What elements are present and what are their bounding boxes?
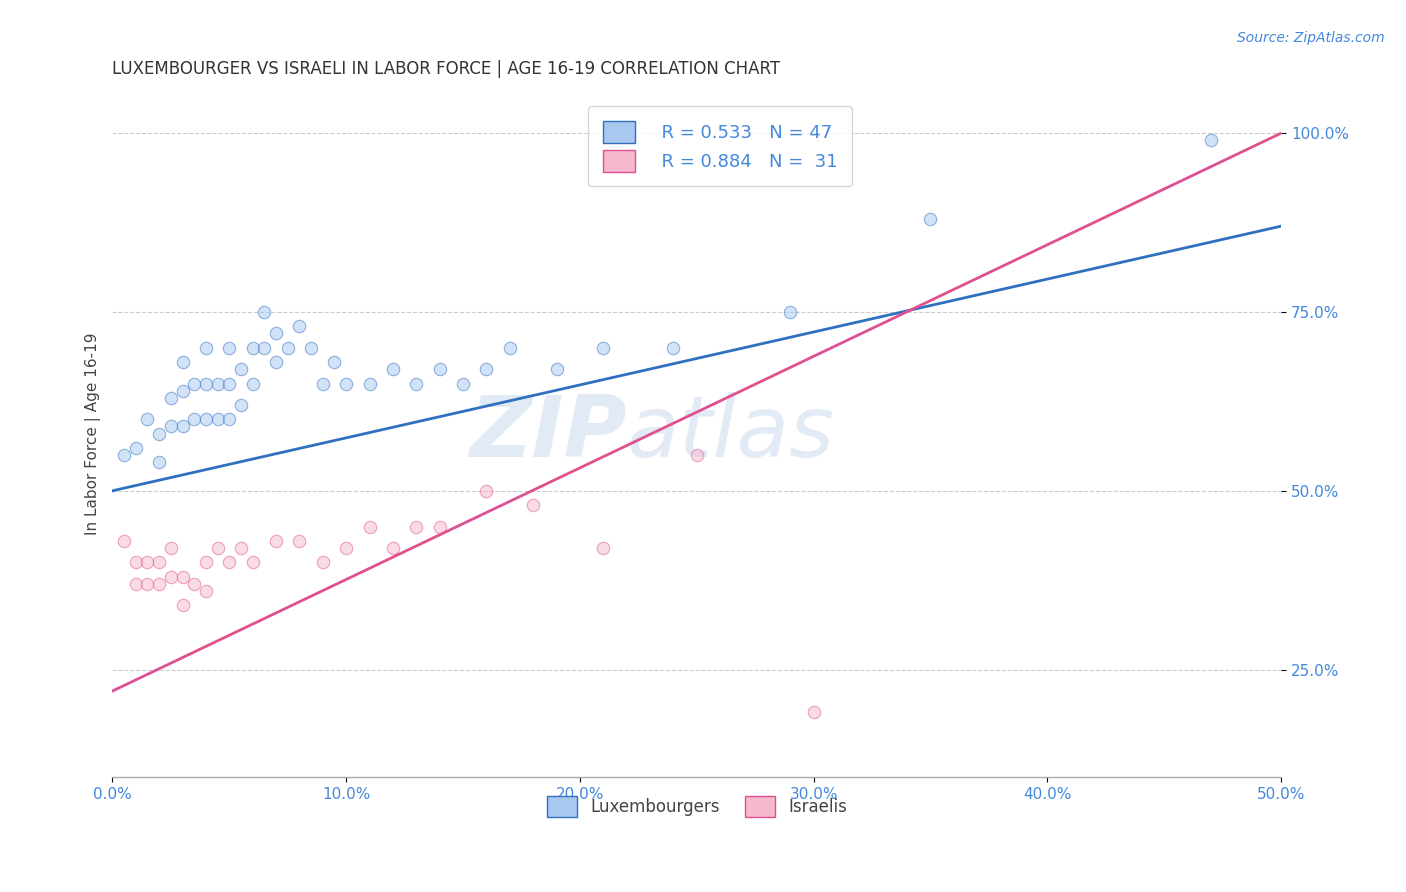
- Point: [312, 376, 335, 391]
- Point: [148, 455, 170, 469]
- Point: [253, 305, 276, 319]
- Point: [218, 555, 240, 569]
- Point: [172, 355, 194, 369]
- Point: [148, 555, 170, 569]
- Point: [335, 541, 357, 555]
- Point: [429, 362, 451, 376]
- Point: [172, 384, 194, 398]
- Point: [148, 426, 170, 441]
- Point: [359, 376, 381, 391]
- Point: [160, 569, 183, 583]
- Point: [253, 341, 276, 355]
- Point: [686, 448, 709, 462]
- Point: [218, 412, 240, 426]
- Point: [779, 305, 801, 319]
- Point: [125, 555, 148, 569]
- Point: [194, 376, 217, 391]
- Point: [499, 341, 522, 355]
- Point: [136, 412, 159, 426]
- Point: [429, 519, 451, 533]
- Point: [264, 533, 287, 548]
- Point: [803, 706, 825, 720]
- Point: [112, 533, 135, 548]
- Point: [264, 326, 287, 341]
- Point: [229, 541, 252, 555]
- Point: [229, 362, 252, 376]
- Point: [218, 376, 240, 391]
- Point: [218, 341, 240, 355]
- Point: [405, 519, 427, 533]
- Point: [172, 419, 194, 434]
- Point: [451, 376, 474, 391]
- Point: [1199, 133, 1222, 147]
- Point: [172, 598, 194, 612]
- Point: [920, 212, 942, 227]
- Text: ZIP: ZIP: [470, 392, 627, 475]
- Point: [160, 419, 183, 434]
- Point: [381, 362, 404, 376]
- Point: [522, 498, 544, 512]
- Y-axis label: In Labor Force | Age 16-19: In Labor Force | Age 16-19: [86, 333, 101, 535]
- Point: [475, 483, 498, 498]
- Point: [323, 355, 346, 369]
- Point: [112, 448, 135, 462]
- Point: [207, 412, 229, 426]
- Point: [194, 583, 217, 598]
- Point: [136, 576, 159, 591]
- Point: [183, 376, 205, 391]
- Point: [207, 541, 229, 555]
- Point: [592, 541, 614, 555]
- Point: [299, 341, 322, 355]
- Point: [229, 398, 252, 412]
- Point: [125, 576, 148, 591]
- Point: [592, 341, 614, 355]
- Point: [160, 391, 183, 405]
- Point: [148, 576, 170, 591]
- Point: [194, 341, 217, 355]
- Point: [475, 362, 498, 376]
- Point: [405, 376, 427, 391]
- Point: [381, 541, 404, 555]
- Point: [546, 362, 568, 376]
- Text: Source: ZipAtlas.com: Source: ZipAtlas.com: [1237, 31, 1385, 45]
- Point: [183, 412, 205, 426]
- Point: [312, 555, 335, 569]
- Point: [335, 376, 357, 391]
- Point: [172, 569, 194, 583]
- Point: [242, 376, 264, 391]
- Point: [160, 541, 183, 555]
- Point: [136, 555, 159, 569]
- Point: [242, 341, 264, 355]
- Point: [194, 555, 217, 569]
- Text: atlas: atlas: [627, 392, 835, 475]
- Point: [288, 533, 311, 548]
- Point: [277, 341, 299, 355]
- Point: [662, 341, 685, 355]
- Text: LUXEMBOURGER VS ISRAELI IN LABOR FORCE | AGE 16-19 CORRELATION CHART: LUXEMBOURGER VS ISRAELI IN LABOR FORCE |…: [112, 60, 780, 78]
- Point: [264, 355, 287, 369]
- Point: [183, 576, 205, 591]
- Point: [194, 412, 217, 426]
- Point: [125, 441, 148, 455]
- Point: [359, 519, 381, 533]
- Legend: Luxembourgers, Israelis: Luxembourgers, Israelis: [540, 789, 853, 823]
- Point: [288, 319, 311, 334]
- Point: [242, 555, 264, 569]
- Point: [207, 376, 229, 391]
